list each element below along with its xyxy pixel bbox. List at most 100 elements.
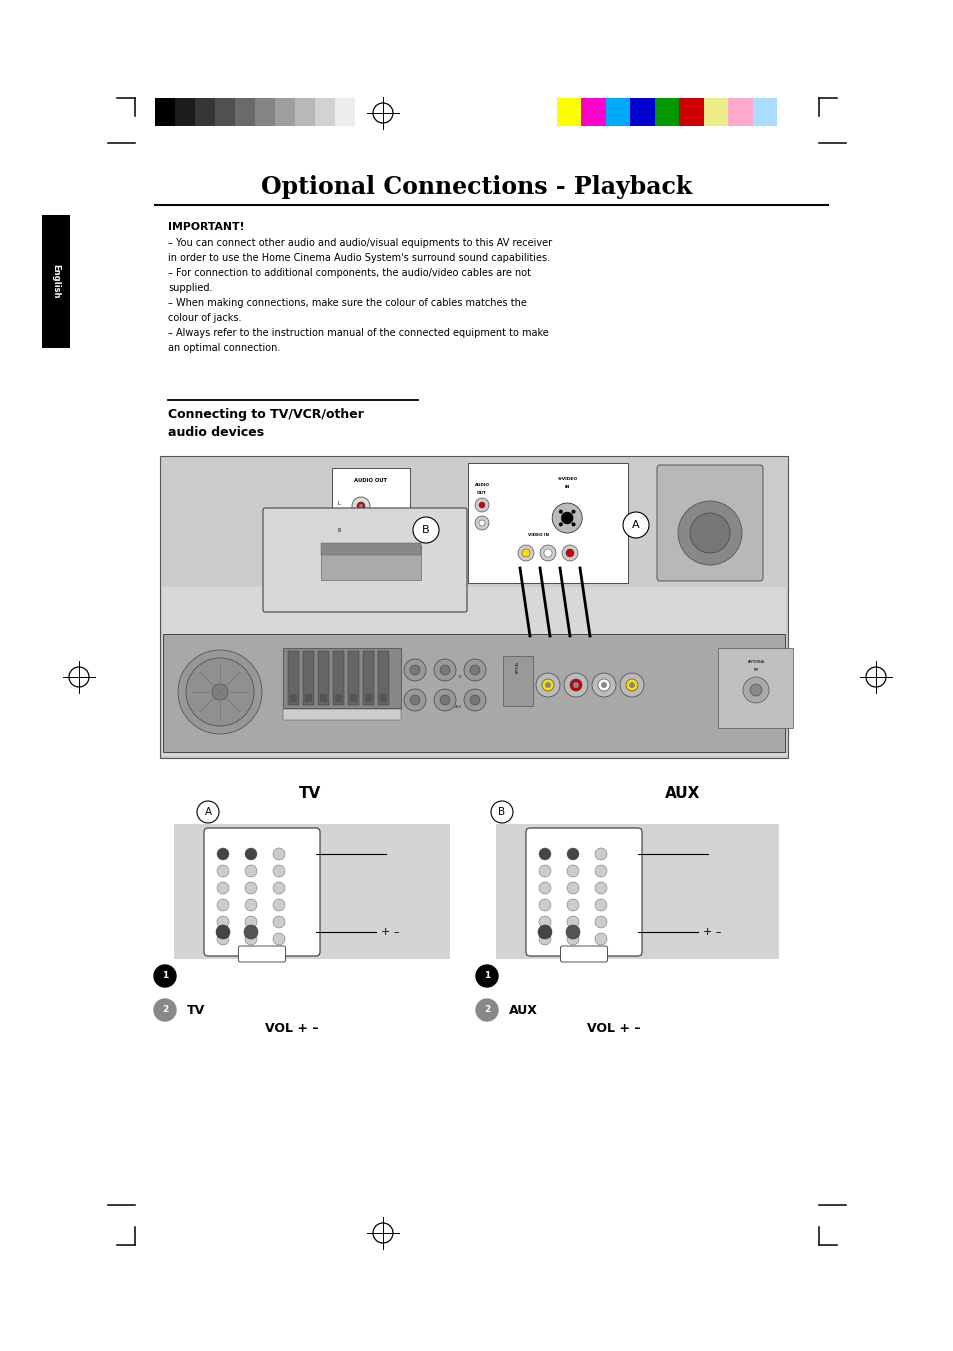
Bar xyxy=(163,634,784,753)
Circle shape xyxy=(273,916,285,928)
Circle shape xyxy=(245,898,256,911)
Text: VIDEO IN: VIDEO IN xyxy=(527,534,548,536)
Bar xyxy=(283,648,400,708)
Circle shape xyxy=(625,680,638,690)
Circle shape xyxy=(356,503,365,509)
Circle shape xyxy=(595,865,606,877)
Circle shape xyxy=(153,998,175,1021)
Circle shape xyxy=(273,865,285,877)
Text: TV: TV xyxy=(298,785,321,801)
Circle shape xyxy=(566,848,578,861)
Circle shape xyxy=(538,898,551,911)
Circle shape xyxy=(573,682,578,688)
Circle shape xyxy=(566,882,578,894)
Circle shape xyxy=(571,523,575,527)
Circle shape xyxy=(470,694,479,705)
Text: 1: 1 xyxy=(483,971,490,981)
Bar xyxy=(288,651,298,705)
Text: AUX: AUX xyxy=(664,785,700,801)
Circle shape xyxy=(569,680,581,690)
Circle shape xyxy=(749,684,761,696)
Bar xyxy=(160,457,787,758)
Text: A: A xyxy=(632,520,639,530)
Bar xyxy=(350,694,356,703)
Circle shape xyxy=(558,509,562,513)
Text: FM: FM xyxy=(753,667,758,671)
Bar xyxy=(314,99,335,126)
FancyBboxPatch shape xyxy=(238,946,285,962)
Circle shape xyxy=(410,694,419,705)
Circle shape xyxy=(538,848,551,861)
Circle shape xyxy=(475,499,489,512)
Circle shape xyxy=(475,516,489,530)
Text: 2: 2 xyxy=(483,1005,490,1015)
Text: English: English xyxy=(51,265,60,299)
Text: TV: TV xyxy=(187,1004,205,1016)
Bar xyxy=(727,99,752,126)
Circle shape xyxy=(186,658,253,725)
Circle shape xyxy=(566,934,578,944)
Circle shape xyxy=(478,520,484,526)
Text: – Always refer to the instruction manual of the connected equipment to make: – Always refer to the instruction manual… xyxy=(168,328,548,338)
Circle shape xyxy=(470,665,479,676)
Circle shape xyxy=(592,673,616,697)
Circle shape xyxy=(521,549,530,557)
Bar xyxy=(605,99,630,126)
Bar xyxy=(194,99,214,126)
Bar xyxy=(496,824,779,959)
Text: audio devices: audio devices xyxy=(168,426,264,439)
Circle shape xyxy=(595,848,606,861)
Text: TV: TV xyxy=(456,676,460,680)
Circle shape xyxy=(600,682,606,688)
Circle shape xyxy=(566,898,578,911)
Bar xyxy=(305,694,312,703)
Circle shape xyxy=(245,865,256,877)
Circle shape xyxy=(561,544,578,561)
Bar xyxy=(355,99,375,126)
Bar xyxy=(303,651,314,705)
Circle shape xyxy=(216,882,229,894)
Bar xyxy=(333,651,344,705)
Circle shape xyxy=(619,673,643,697)
Text: colour of jacks.: colour of jacks. xyxy=(168,313,241,323)
Circle shape xyxy=(491,801,513,823)
FancyBboxPatch shape xyxy=(657,465,762,581)
Circle shape xyxy=(566,916,578,928)
Bar xyxy=(332,467,410,567)
Circle shape xyxy=(245,882,256,894)
Circle shape xyxy=(478,503,484,508)
Circle shape xyxy=(245,848,256,861)
Circle shape xyxy=(678,501,741,565)
Text: – For connection to additional components, the audio/video cables are not: – For connection to additional component… xyxy=(168,267,531,278)
Circle shape xyxy=(216,916,229,928)
Circle shape xyxy=(689,513,729,553)
Circle shape xyxy=(245,934,256,944)
Circle shape xyxy=(558,523,562,527)
Circle shape xyxy=(543,549,552,557)
Circle shape xyxy=(403,659,426,681)
Circle shape xyxy=(356,530,365,536)
Circle shape xyxy=(536,673,559,697)
Bar xyxy=(274,99,294,126)
Bar xyxy=(363,651,374,705)
Circle shape xyxy=(571,509,575,513)
Circle shape xyxy=(245,916,256,928)
Bar xyxy=(162,586,785,757)
Bar xyxy=(752,99,776,126)
Bar xyxy=(630,99,654,126)
Circle shape xyxy=(434,659,456,681)
Circle shape xyxy=(563,673,587,697)
Bar xyxy=(679,99,703,126)
Circle shape xyxy=(352,497,370,515)
Text: AUDIO: AUDIO xyxy=(474,484,489,486)
Bar xyxy=(348,651,358,705)
Circle shape xyxy=(439,665,450,676)
Circle shape xyxy=(244,925,257,939)
Circle shape xyxy=(538,865,551,877)
Text: R: R xyxy=(337,528,341,534)
Circle shape xyxy=(742,677,768,703)
Bar xyxy=(703,99,727,126)
Text: an optimal connection.: an optimal connection. xyxy=(168,343,280,353)
Bar xyxy=(654,99,679,126)
Circle shape xyxy=(560,512,573,524)
